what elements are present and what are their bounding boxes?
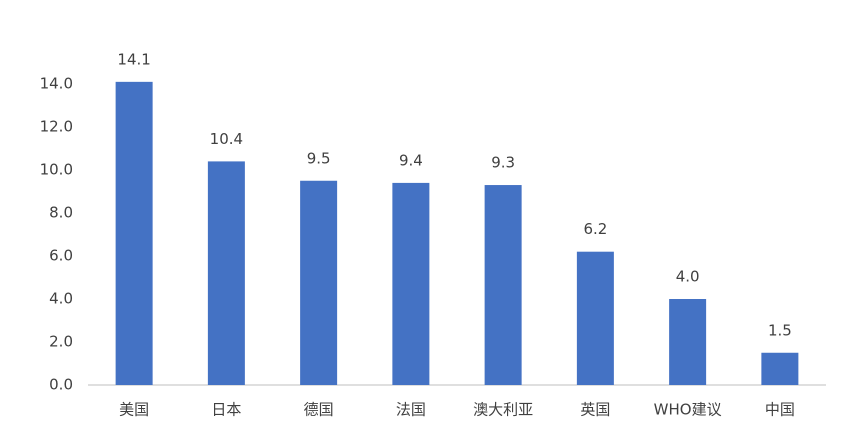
bar (576, 251, 614, 385)
x-tick-label: 中国 (765, 401, 795, 419)
bar (300, 180, 338, 385)
data-label: 9.4 (399, 151, 423, 169)
data-label: 14.1 (117, 50, 150, 68)
bar (392, 182, 430, 385)
y-tick-label: 6.0 (49, 247, 73, 265)
x-tick-label: 日本 (211, 401, 241, 419)
y-tick-label: 2.0 (49, 333, 73, 351)
bar (761, 352, 799, 385)
x-tick-label: 德国 (304, 401, 334, 419)
x-tick-label: 美国 (119, 401, 149, 419)
y-tick-label: 8.0 (49, 204, 73, 222)
bar (207, 161, 245, 385)
y-tick-label: 0.0 (49, 376, 73, 394)
data-label: 1.5 (768, 321, 792, 339)
data-label: 10.4 (210, 130, 243, 148)
bar (484, 185, 522, 385)
x-tick-label: WHO建议 (654, 401, 722, 419)
bar (115, 81, 153, 385)
x-tick-label: 澳大利亚 (473, 401, 533, 419)
y-tick-label: 12.0 (40, 118, 73, 136)
data-label: 6.2 (583, 220, 607, 238)
bar (669, 299, 707, 385)
y-tick-label: 10.0 (40, 161, 73, 179)
data-label: 4.0 (676, 268, 700, 286)
data-label: 9.5 (307, 149, 331, 167)
data-label: 9.3 (491, 154, 515, 172)
y-tick-label: 4.0 (49, 290, 73, 308)
x-tick-label: 法国 (396, 401, 426, 419)
x-tick-label: 英国 (580, 401, 610, 419)
y-tick-label: 14.0 (40, 75, 73, 93)
